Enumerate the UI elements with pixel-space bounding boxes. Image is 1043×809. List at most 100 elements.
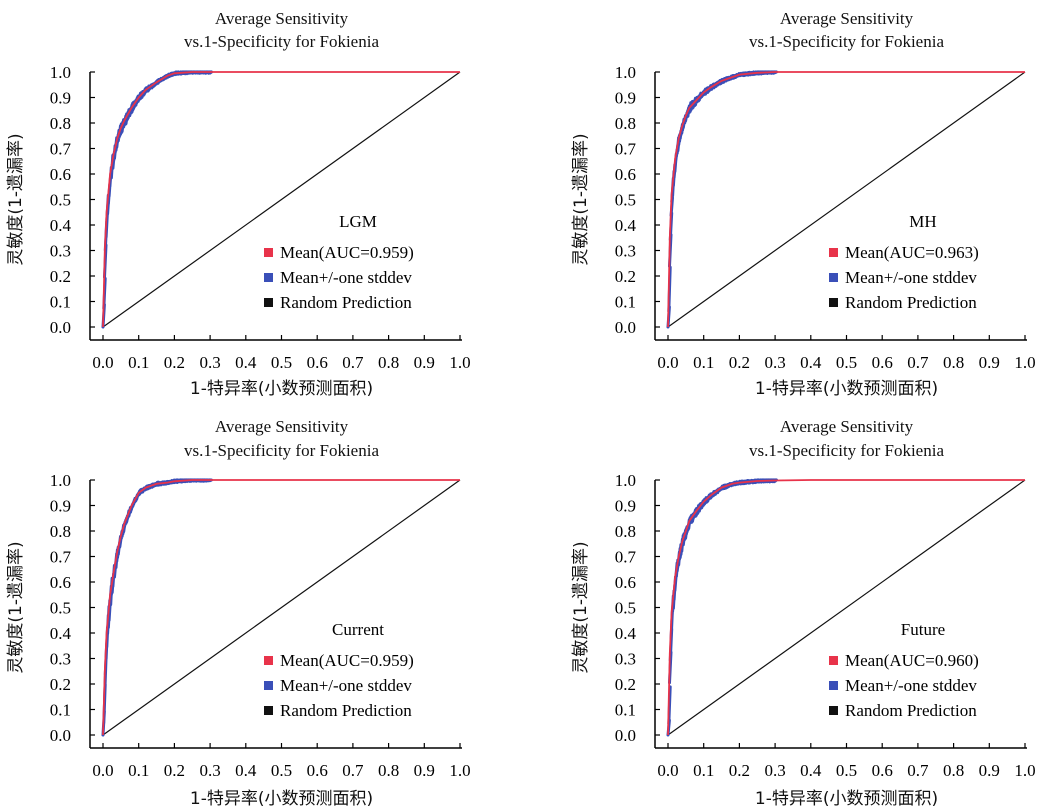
legend-swatch xyxy=(264,273,273,282)
legend-entry: Random Prediction xyxy=(845,701,977,720)
y-tick-label: 0.9 xyxy=(615,497,636,516)
y-tick-label: 0.4 xyxy=(615,624,637,643)
x-tick-label: 0.0 xyxy=(657,761,678,780)
x-tick-label: 0.5 xyxy=(836,353,857,372)
y-tick-label: 0.5 xyxy=(50,191,71,210)
y-tick-label: 0.6 xyxy=(615,165,636,184)
y-tick-label: 0.4 xyxy=(615,216,637,235)
x-tick-label: 0.9 xyxy=(414,353,435,372)
random-prediction-line xyxy=(667,479,1026,736)
y-tick-label: 0.1 xyxy=(615,701,636,720)
y-tick-label: 0.3 xyxy=(50,242,71,261)
legend-swatch xyxy=(264,706,273,715)
y-tick-label: 0.9 xyxy=(615,89,636,108)
x-tick-label: 0.6 xyxy=(307,353,328,372)
x-axis-label: 1-特异率(小数预测面积) xyxy=(755,789,938,809)
x-tick-label: 0.4 xyxy=(235,353,257,372)
y-tick-label: 0.0 xyxy=(50,318,71,337)
legend-swatch xyxy=(829,681,838,690)
mean-roc-line xyxy=(667,479,1025,736)
x-tick-label: 0.4 xyxy=(235,761,257,780)
legend-entry: Mean+/-one stddev xyxy=(280,268,412,287)
y-tick-label: 0.1 xyxy=(50,701,71,720)
x-tick-label: 0.2 xyxy=(729,353,750,372)
x-tick-label: 0.5 xyxy=(271,761,292,780)
y-tick-label: 0.3 xyxy=(50,650,71,669)
legend-entry: Random Prediction xyxy=(280,293,412,312)
x-tick-label: 0.9 xyxy=(979,761,1000,780)
y-tick-label: 0.2 xyxy=(50,675,71,694)
x-tick-label: 0.1 xyxy=(128,353,149,372)
mean-roc-line xyxy=(102,71,460,328)
x-tick-label: 1.0 xyxy=(1014,761,1035,780)
roc-panel-future: Average Sensitivity vs.1-Specificity for … xyxy=(571,417,1036,809)
y-tick-label: 0.9 xyxy=(50,497,71,516)
x-axis-label: 1-特异率(小数预测面积) xyxy=(190,789,373,809)
chart-title-line1: Average Sensitivity xyxy=(780,9,914,28)
legend-entry: Mean(AUC=0.959) xyxy=(280,651,414,670)
x-axis-label: 1-特异率(小数预测面积) xyxy=(190,379,373,399)
legend-swatch xyxy=(264,298,273,307)
panel-name-label: LGM xyxy=(339,212,377,231)
legend-swatch xyxy=(264,656,273,665)
mean-roc-line xyxy=(667,71,1025,328)
y-tick-label: 0.2 xyxy=(615,267,636,286)
x-tick-label: 0.2 xyxy=(164,761,185,780)
roc-panel-lgm: Average Sensitivity vs.1-Specificity for … xyxy=(6,9,471,399)
panel-name-label: Current xyxy=(332,620,384,639)
legend-entry: Mean+/-one stddev xyxy=(845,676,977,695)
x-tick-label: 0.6 xyxy=(872,761,893,780)
y-tick-label: 1.0 xyxy=(50,63,71,82)
y-tick-label: 0.7 xyxy=(615,548,637,567)
y-tick-label: 0.5 xyxy=(615,191,636,210)
x-tick-label: 0.7 xyxy=(907,353,929,372)
x-tick-label: 0.6 xyxy=(307,761,328,780)
x-tick-label: 0.5 xyxy=(836,761,857,780)
legend-swatch xyxy=(829,248,838,257)
x-tick-label: 0.4 xyxy=(800,761,822,780)
x-tick-label: 0.2 xyxy=(164,353,185,372)
chart-title-line2: vs.1-Specificity for Fokienia xyxy=(749,32,944,51)
y-tick-label: 0.7 xyxy=(50,140,72,159)
x-tick-label: 0.0 xyxy=(92,761,113,780)
y-tick-label: 0.0 xyxy=(615,318,636,337)
x-tick-label: 0.5 xyxy=(271,353,292,372)
x-tick-label: 0.8 xyxy=(378,353,399,372)
legend-swatch xyxy=(264,681,273,690)
y-tick-label: 1.0 xyxy=(615,471,636,490)
x-tick-label: 1.0 xyxy=(1014,353,1035,372)
y-tick-label: 0.6 xyxy=(615,573,636,592)
y-tick-label: 0.0 xyxy=(615,726,636,745)
y-tick-label: 0.3 xyxy=(615,650,636,669)
y-tick-label: 0.4 xyxy=(50,216,72,235)
x-tick-label: 0.8 xyxy=(943,353,964,372)
x-tick-label: 0.0 xyxy=(657,353,678,372)
legend-entry: Mean(AUC=0.963) xyxy=(845,243,979,262)
x-tick-label: 0.1 xyxy=(128,761,149,780)
x-axis-label: 1-特异率(小数预测面积) xyxy=(755,379,938,399)
x-tick-label: 0.1 xyxy=(693,353,714,372)
x-tick-label: 1.0 xyxy=(449,353,470,372)
y-tick-label: 0.5 xyxy=(615,599,636,618)
y-tick-label: 0.1 xyxy=(615,293,636,312)
y-tick-label: 1.0 xyxy=(615,63,636,82)
y-tick-label: 0.8 xyxy=(615,114,636,133)
y-tick-label: 0.5 xyxy=(50,599,71,618)
x-tick-label: 1.0 xyxy=(449,761,470,780)
chart-title-line1: Average Sensitivity xyxy=(780,417,914,436)
panel-name-label: Future xyxy=(901,620,945,639)
x-tick-label: 0.9 xyxy=(979,353,1000,372)
x-tick-label: 0.6 xyxy=(872,353,893,372)
x-tick-label: 0.7 xyxy=(342,353,364,372)
y-tick-label: 0.9 xyxy=(50,89,71,108)
y-tick-label: 0.8 xyxy=(615,522,636,541)
chart-title-line2: vs.1-Specificity for Fokienia xyxy=(184,441,379,460)
y-tick-label: 0.0 xyxy=(50,726,71,745)
y-tick-label: 0.3 xyxy=(615,242,636,261)
x-tick-label: 0.8 xyxy=(943,761,964,780)
mean-roc-line xyxy=(102,479,460,736)
y-tick-label: 0.7 xyxy=(50,548,72,567)
chart-title-line1: Average Sensitivity xyxy=(215,9,349,28)
y-tick-label: 0.4 xyxy=(50,624,72,643)
